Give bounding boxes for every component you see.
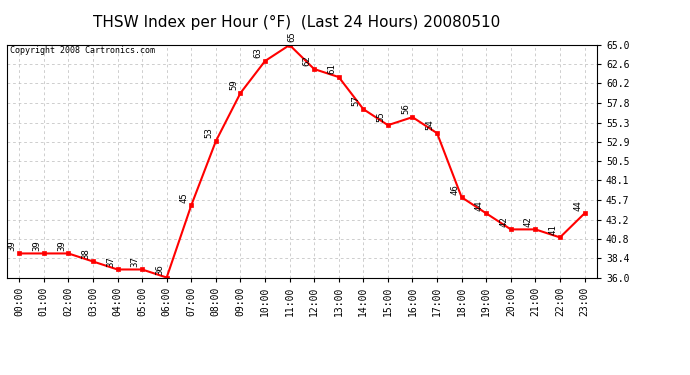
Text: 62: 62 [303,56,312,66]
Text: 36: 36 [155,264,164,275]
Text: 44: 44 [475,200,484,211]
Text: 56: 56 [401,104,410,114]
Text: 53: 53 [204,128,213,138]
Text: 37: 37 [106,256,115,267]
Text: 59: 59 [229,80,238,90]
Text: 41: 41 [549,224,558,235]
Text: 37: 37 [130,256,139,267]
Text: 45: 45 [180,192,189,202]
Text: 39: 39 [57,240,66,250]
Text: Copyright 2008 Cartronics.com: Copyright 2008 Cartronics.com [10,46,155,55]
Text: 54: 54 [426,120,435,130]
Text: 61: 61 [327,63,336,74]
Text: 65: 65 [288,32,297,42]
Text: 46: 46 [450,184,460,195]
Text: 44: 44 [573,200,582,211]
Text: 39: 39 [32,240,41,250]
Text: 57: 57 [352,96,361,106]
Text: 39: 39 [8,240,17,250]
Text: 42: 42 [500,216,509,226]
Text: 42: 42 [524,216,533,226]
Text: 63: 63 [253,48,263,58]
Text: THSW Index per Hour (°F)  (Last 24 Hours) 20080510: THSW Index per Hour (°F) (Last 24 Hours)… [93,15,500,30]
Text: 55: 55 [377,112,386,122]
Text: 38: 38 [81,248,90,259]
